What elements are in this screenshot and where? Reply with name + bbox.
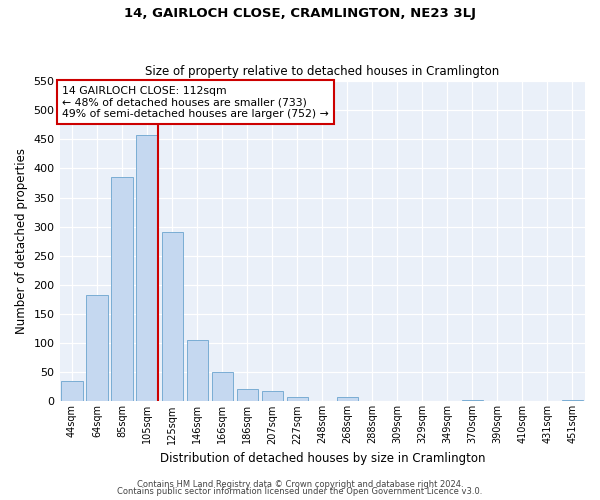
Bar [212, 372, 233, 402]
Bar [337, 396, 358, 402]
Text: Contains HM Land Registry data © Crown copyright and database right 2024.: Contains HM Land Registry data © Crown c… [137, 480, 463, 489]
Text: 14, GAIRLOCH CLOSE, CRAMLINGTON, NE23 3LJ: 14, GAIRLOCH CLOSE, CRAMLINGTON, NE23 3L… [124, 8, 476, 20]
Bar [86, 296, 108, 402]
Bar [112, 177, 133, 402]
Bar [262, 391, 283, 402]
Bar [562, 400, 583, 402]
Bar [136, 135, 158, 402]
X-axis label: Distribution of detached houses by size in Cramlington: Distribution of detached houses by size … [160, 452, 485, 465]
Bar [236, 388, 258, 402]
Title: Size of property relative to detached houses in Cramlington: Size of property relative to detached ho… [145, 66, 499, 78]
Text: Contains public sector information licensed under the Open Government Licence v3: Contains public sector information licen… [118, 487, 482, 496]
Bar [161, 232, 183, 402]
Bar [462, 400, 483, 402]
Text: 14 GAIRLOCH CLOSE: 112sqm
← 48% of detached houses are smaller (733)
49% of semi: 14 GAIRLOCH CLOSE: 112sqm ← 48% of detac… [62, 86, 329, 119]
Y-axis label: Number of detached properties: Number of detached properties [15, 148, 28, 334]
Bar [61, 381, 83, 402]
Bar [187, 340, 208, 402]
Bar [287, 396, 308, 402]
